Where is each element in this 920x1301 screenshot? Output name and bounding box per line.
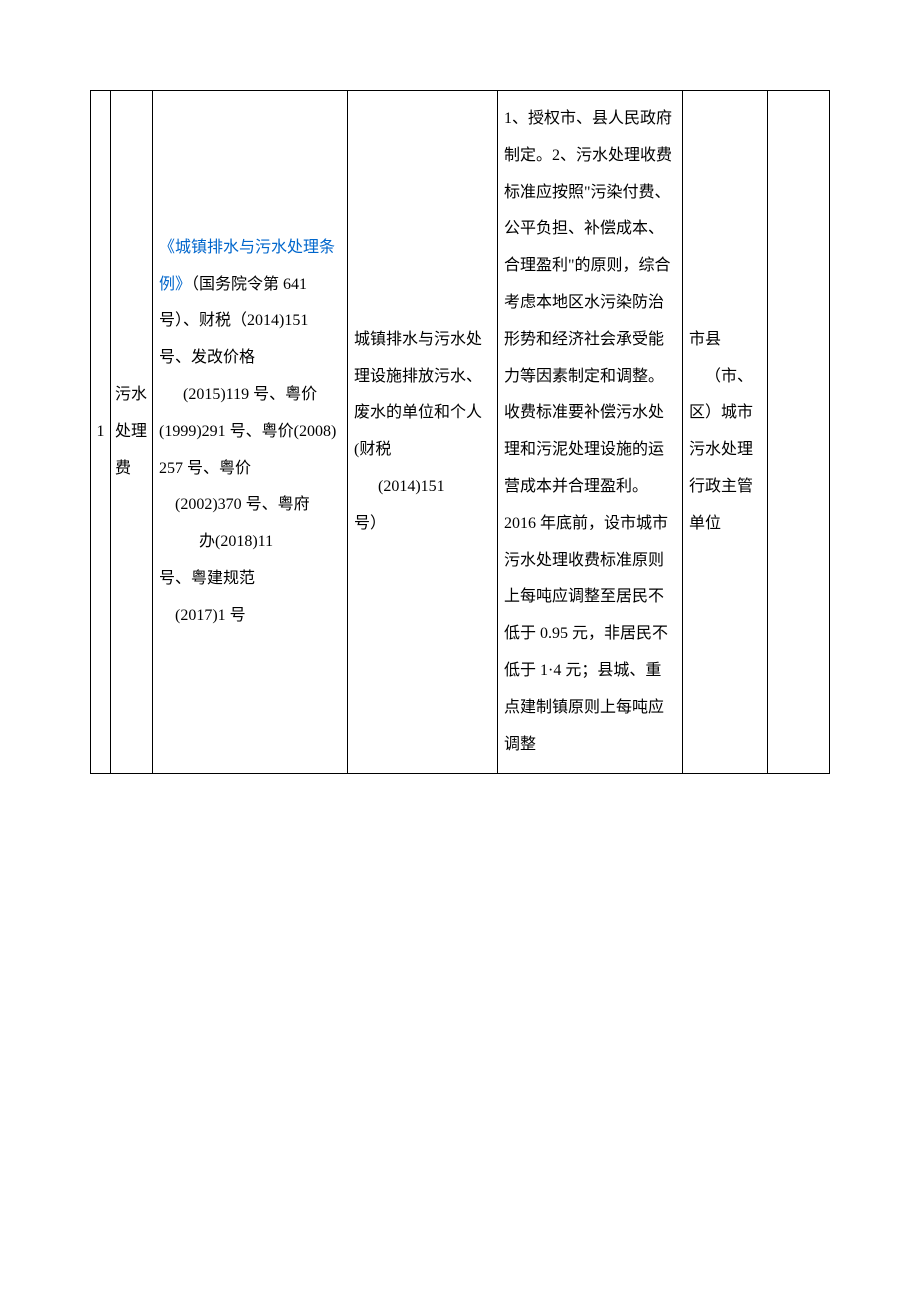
item-name: 污水处理费 <box>115 377 148 487</box>
column-standard: 1、授权市、县人民政府制定。2、污水处理收费标准应按照"污染付费、公平负担、补偿… <box>498 91 683 773</box>
column-remark <box>768 91 828 773</box>
column-index: 1 <box>91 91 111 773</box>
regulation-text: 《城镇排水与污水处理条例》（国务院令第 641 号）、财税（2014)151 号… <box>159 230 341 377</box>
regulation-text-4: (2002)370 号、粤府 <box>159 487 310 524</box>
column-subject: 城镇排水与污水处理设施排放污水、废水的单位和个人(财税 (2014)151 号） <box>348 91 498 773</box>
regulation-text-3: 257 号、粤价 <box>159 451 251 488</box>
column-regulations: 《城镇排水与污水处理条例》（国务院令第 641 号）、财税（2014)151 号… <box>153 91 348 773</box>
regulation-text-5: 办(2018)11 <box>159 524 273 561</box>
regulation-text-6: 号、粤建规范 <box>159 561 255 598</box>
column-authority: 市县 （市、 区）城市污水处理行政主管单位 <box>683 91 768 773</box>
row-number: 1 <box>97 414 105 451</box>
standard-text: 1、授权市、县人民政府制定。2、污水处理收费标准应按照"污染付费、公平负担、补偿… <box>504 101 676 763</box>
regulation-text-2: (2015)119 号、粤价(1999)291 号、粤价(2008) <box>159 377 341 451</box>
column-item-name: 污水处理费 <box>111 91 153 773</box>
authority-line-2: （市、 <box>689 359 753 396</box>
subject-text-3: 号） <box>354 506 386 543</box>
authority-line-1: 市县 <box>689 322 721 359</box>
subject-text-1: 城镇排水与污水处理设施排放污水、废水的单位和个人(财税 <box>354 322 491 469</box>
subject-text-2: (2014)151 <box>354 469 445 506</box>
document-table: 1 污水处理费 《城镇排水与污水处理条例》（国务院令第 641 号）、财税（20… <box>90 90 830 774</box>
authority-line-3: 区）城市污水处理行政主管单位 <box>689 395 761 542</box>
regulation-text-7: (2017)1 号 <box>159 598 246 635</box>
